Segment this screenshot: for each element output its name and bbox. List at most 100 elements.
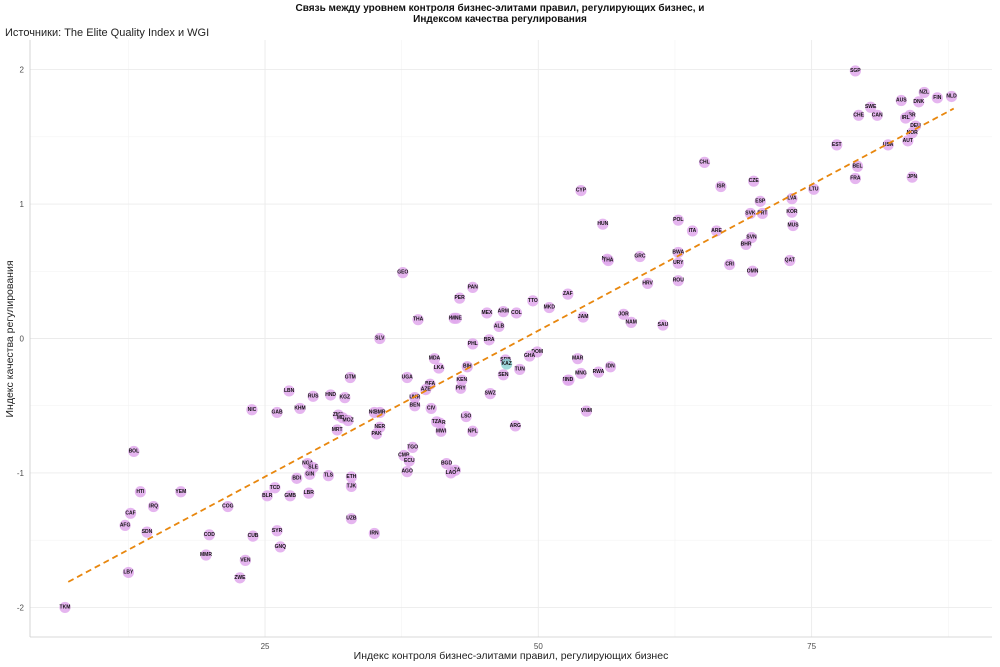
data-point: MMR bbox=[200, 549, 212, 561]
data-point-marker bbox=[710, 225, 723, 237]
data-point-marker bbox=[274, 541, 286, 553]
data-point-label: HTI bbox=[136, 489, 145, 495]
data-point: ARG bbox=[509, 420, 521, 432]
data-point-label: IDN bbox=[606, 364, 615, 370]
data-point-label: YEM bbox=[175, 489, 186, 495]
data-point-marker bbox=[481, 307, 493, 319]
data-point-label: KEN bbox=[457, 377, 468, 383]
data-point-label: TJK bbox=[347, 483, 357, 489]
data-point: SDN bbox=[141, 526, 153, 538]
data-point-marker bbox=[433, 362, 445, 374]
data-point-label: TZA bbox=[432, 419, 442, 425]
data-point-label: COD bbox=[204, 532, 216, 538]
data-point-label: UGA bbox=[402, 374, 414, 380]
data-point: ARM bbox=[498, 306, 509, 318]
data-point-label: COL bbox=[511, 310, 522, 316]
data-point-label: TUN bbox=[515, 366, 526, 372]
data-point: OMN bbox=[747, 265, 759, 277]
data-point: SLV bbox=[374, 332, 386, 345]
data-point: HRV bbox=[642, 277, 654, 289]
data-point-label: NAM bbox=[626, 319, 637, 325]
data-point-marker bbox=[456, 374, 468, 386]
data-point-label: QAT bbox=[785, 258, 795, 264]
data-point-label: KAZ bbox=[501, 361, 511, 367]
data-point: LBN bbox=[283, 385, 295, 397]
data-point-label: DEU bbox=[910, 123, 921, 129]
data-point: LBY bbox=[122, 566, 134, 579]
data-point-marker bbox=[562, 288, 574, 300]
data-point-marker bbox=[239, 554, 251, 566]
data-point-label: RWA bbox=[593, 369, 605, 375]
data-point: NPL bbox=[467, 425, 479, 437]
data-point-label: AUS bbox=[896, 98, 907, 104]
data-point-label: MWI bbox=[436, 428, 447, 434]
data-point-label: KOR bbox=[786, 209, 798, 215]
data-point-marker bbox=[271, 525, 283, 537]
data-point-label: NLD bbox=[946, 93, 957, 99]
data-point: HUN bbox=[597, 218, 609, 230]
data-point-marker bbox=[339, 392, 351, 404]
data-point: SYR bbox=[271, 525, 283, 537]
data-point-marker bbox=[322, 470, 335, 482]
data-point-label: PAK bbox=[371, 431, 382, 437]
data-point-label: PHL bbox=[468, 341, 478, 347]
data-point-label: BEL bbox=[853, 163, 863, 169]
data-point: CYP bbox=[575, 184, 587, 197]
data-point-label: AZE bbox=[421, 387, 432, 393]
data-point: TZA bbox=[431, 416, 443, 428]
data-point: BEN bbox=[409, 400, 421, 412]
data-point: TCD bbox=[269, 482, 281, 494]
data-point: ZWE bbox=[234, 572, 246, 584]
data-point-marker bbox=[283, 385, 295, 397]
data-point-marker bbox=[440, 457, 453, 470]
data-point-label: BWA bbox=[672, 249, 684, 255]
data-point-label: JOR bbox=[618, 311, 629, 317]
data-point: CAF bbox=[124, 507, 137, 519]
data-point: NZL bbox=[918, 86, 930, 99]
data-point-label: CAN bbox=[872, 112, 883, 118]
data-point-label: LBN bbox=[284, 388, 295, 394]
data-point: AUT bbox=[902, 135, 914, 147]
data-point-label: SVK bbox=[745, 210, 756, 216]
data-point-marker bbox=[592, 366, 605, 378]
data-point-marker bbox=[331, 424, 343, 436]
data-point: POL bbox=[672, 214, 684, 226]
data-point-marker bbox=[467, 338, 479, 350]
data-point-label: IRL bbox=[902, 115, 910, 121]
data-point: DNK bbox=[913, 96, 925, 108]
y-axis-title: Индекс качества регулирования bbox=[4, 260, 16, 417]
data-point: NAM bbox=[626, 316, 637, 328]
data-point-marker bbox=[435, 425, 447, 437]
data-point-label: HND bbox=[325, 392, 336, 398]
data-point-label: GEO bbox=[397, 270, 408, 276]
data-point-label: SAU bbox=[658, 322, 669, 328]
y-tick-label: 0 bbox=[20, 335, 25, 344]
data-point-marker bbox=[345, 480, 357, 493]
data-point: FRA bbox=[849, 172, 861, 185]
data-point-label: LBY bbox=[123, 569, 134, 575]
data-point: RWA bbox=[592, 366, 605, 378]
data-point-label: ARE bbox=[711, 228, 722, 234]
data-point-label: BGD bbox=[441, 461, 453, 467]
data-point: FIN bbox=[931, 92, 943, 104]
data-point-label: GTM bbox=[345, 374, 356, 380]
data-point-marker bbox=[128, 445, 140, 458]
data-point: ZAF bbox=[562, 288, 574, 300]
data-point-marker bbox=[831, 139, 843, 151]
data-point-marker bbox=[483, 334, 495, 346]
data-point: COL bbox=[510, 307, 523, 319]
data-point: TKM bbox=[59, 601, 71, 614]
data-point-marker bbox=[900, 112, 912, 124]
data-point-label: CRI bbox=[725, 262, 734, 268]
data-point-marker bbox=[412, 314, 424, 326]
data-point-marker bbox=[304, 468, 316, 480]
data-point-label: MDA bbox=[429, 356, 441, 362]
data-point-marker bbox=[851, 160, 864, 172]
data-point-label: GNQ bbox=[275, 544, 287, 550]
data-point: KEN bbox=[456, 374, 468, 386]
data-point-marker bbox=[409, 400, 421, 412]
data-point-marker bbox=[269, 482, 281, 494]
data-point-marker bbox=[425, 402, 437, 415]
trend-line bbox=[67, 107, 955, 583]
data-point: LAO bbox=[445, 467, 457, 479]
